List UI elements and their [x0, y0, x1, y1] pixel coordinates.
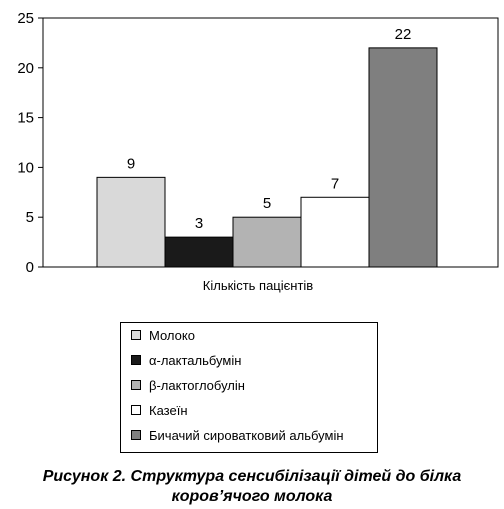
legend-item-2: α-лактальбумін	[131, 351, 241, 369]
legend-label: Казеїн	[149, 402, 188, 418]
data-label-2: 3	[195, 215, 203, 232]
legend-item-4: Казеїн	[131, 401, 188, 419]
legend-label: Бичачий сироватковий альбумін	[149, 427, 344, 443]
y-tick-label: 15	[17, 110, 34, 127]
figure-caption: Рисунок 2. Структура сенсибілізації діте…	[0, 467, 504, 507]
legend-swatch	[131, 380, 141, 390]
legend-swatch	[131, 355, 141, 365]
legend-swatch	[131, 405, 141, 415]
data-labels: 9 3 5 7 22	[127, 26, 412, 232]
legend-item-3: β-лактоглобулін	[131, 376, 245, 394]
y-tick-label: 10	[17, 159, 34, 176]
bar-chart: 0 5 10 15 20 25 9 3 5 7 22 Кількість пацієнтів	[17, 10, 499, 293]
legend: Молоко α-лактальбумін β-лактоглобулін Казеї…	[120, 322, 378, 453]
y-tick-label: 5	[26, 209, 34, 226]
legend-swatch	[131, 430, 141, 440]
y-tick-label: 20	[17, 60, 34, 77]
bar-3	[232, 216, 302, 268]
y-tick-label: 25	[17, 10, 34, 27]
bar-4	[300, 196, 370, 268]
legend-item-5: Бичачий сироватковий альбумін	[131, 426, 344, 444]
caption-line-1: Рисунок 2. Структура сенсибілізації діте…	[42, 468, 462, 485]
bar-5	[368, 47, 438, 268]
bar-1	[96, 176, 166, 268]
x-axis-label: Кількість пацієнтів	[203, 278, 313, 293]
y-axis: 0 5 10 15 20 25	[17, 10, 43, 276]
data-label-3: 5	[263, 195, 271, 212]
legend-label: Молоко	[149, 327, 195, 343]
legend-label: β-лактоглобулін	[149, 377, 245, 393]
legend-swatch	[131, 330, 141, 340]
data-label-4: 7	[331, 175, 339, 192]
bar-2	[164, 236, 234, 268]
caption-line-2: коров’ячого молока	[171, 488, 333, 505]
data-label-1: 9	[127, 155, 135, 172]
data-label-5: 22	[395, 26, 412, 43]
legend-label: α-лактальбумін	[149, 352, 242, 368]
y-tick-label: 0	[26, 259, 34, 276]
legend-item-1: Молоко	[131, 326, 195, 344]
bars	[96, 47, 438, 268]
